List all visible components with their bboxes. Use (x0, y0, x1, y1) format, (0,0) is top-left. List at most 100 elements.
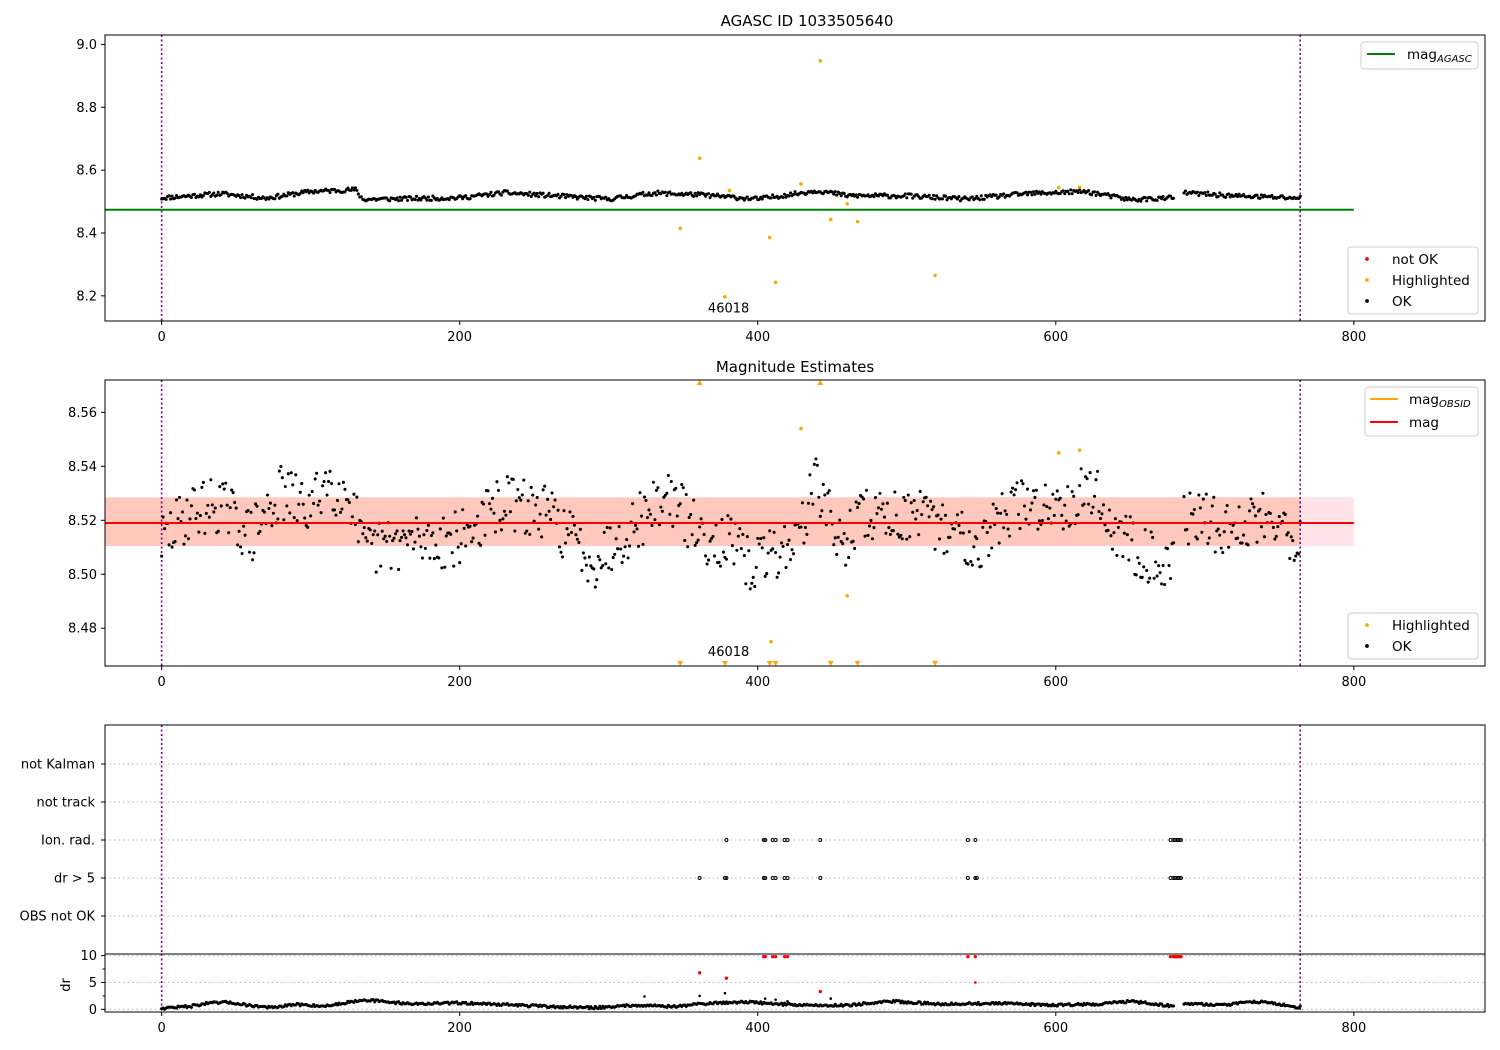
ok-point (911, 510, 915, 514)
ok-point (1225, 503, 1229, 508)
ok-point (1014, 488, 1018, 492)
ok-point (484, 192, 489, 196)
highlighted-point (769, 639, 773, 644)
ok-point (707, 558, 711, 562)
ok-point (400, 535, 404, 539)
ok-point (568, 510, 572, 514)
ok-point (291, 191, 295, 195)
ok-point (285, 504, 289, 508)
ok-point (347, 501, 351, 505)
ok-point (298, 192, 302, 196)
ok-point (546, 194, 550, 198)
ok-point (408, 195, 413, 199)
ok-point (876, 506, 881, 510)
ok-point (788, 557, 793, 562)
ok-point (413, 197, 417, 202)
ok-point (1058, 496, 1062, 500)
ok-point (626, 556, 630, 560)
ok-point (280, 476, 284, 480)
ok-point (929, 499, 933, 503)
legend-marker (1365, 644, 1369, 648)
ok-point (1197, 493, 1201, 497)
ok-point (1078, 484, 1082, 488)
ok-point (239, 545, 243, 549)
ok-point (337, 482, 341, 486)
ok-point (592, 1007, 596, 1011)
ok-point (1069, 188, 1073, 192)
ok-point (783, 525, 787, 529)
ok-point (556, 192, 560, 196)
ok-point (183, 534, 188, 538)
y-tick-label: 5 (89, 976, 97, 991)
ok-point (720, 517, 724, 521)
ok-point (1130, 538, 1134, 542)
ok-point (708, 539, 712, 543)
ok-point (431, 531, 435, 535)
ok-point (1230, 530, 1234, 534)
ok-point (352, 492, 356, 496)
ok-point (513, 529, 517, 533)
ok-point (955, 513, 959, 517)
ok-point (1204, 193, 1208, 198)
ok-point (1274, 534, 1278, 538)
ok-point (297, 502, 301, 506)
ok-point (1213, 192, 1217, 196)
ok-point (324, 471, 328, 475)
ok-point (915, 508, 919, 513)
ok-point (350, 186, 354, 190)
ok-point (1216, 194, 1220, 199)
ok-point (215, 193, 219, 197)
ok-point (774, 550, 778, 555)
ok-point (669, 479, 673, 484)
ok-point (835, 193, 839, 197)
ok-point (1200, 530, 1204, 534)
ok-point (279, 464, 283, 468)
ok-point (514, 499, 518, 503)
ok-point (441, 516, 445, 520)
ok-point (808, 473, 812, 477)
ok-point (499, 193, 503, 197)
ok-point (781, 195, 785, 200)
ok-point (948, 535, 952, 539)
ok-point (982, 197, 986, 201)
highlighted-point (933, 273, 937, 278)
mag-error-band (105, 497, 1354, 546)
ok-point (195, 511, 199, 515)
legend-label-main: mag (1409, 415, 1439, 431)
ok-point (665, 491, 669, 495)
ok-point (1094, 193, 1098, 197)
ok-point (236, 543, 240, 547)
legend-marker (1365, 299, 1369, 303)
ok-point (276, 192, 280, 196)
ok-point (1024, 517, 1028, 521)
not-ok-point (966, 954, 970, 959)
ok-point (975, 537, 979, 541)
ok-point (668, 190, 672, 194)
ok-point (648, 512, 652, 516)
ok-point (692, 194, 696, 198)
ok-point (939, 517, 943, 521)
ok-point (253, 502, 258, 506)
ok-point (174, 193, 179, 198)
ok-point (1137, 561, 1141, 565)
ok-point (726, 514, 730, 518)
ok-point (209, 478, 213, 482)
ok-point (1127, 558, 1131, 562)
ok-point (872, 195, 876, 199)
ok-point (525, 529, 529, 533)
highlighted-clipped-down-marker (932, 661, 939, 666)
ok-point (276, 517, 280, 521)
ok-point (997, 541, 1001, 545)
ok-point (417, 534, 421, 538)
ok-point (641, 542, 645, 546)
ok-point (563, 196, 568, 200)
ok-point (562, 509, 566, 513)
ok-point (413, 540, 417, 544)
flag-point (1177, 838, 1182, 842)
ok-point (1025, 193, 1030, 197)
ok-point (1030, 501, 1034, 505)
flag-point (761, 838, 766, 842)
ok-point (294, 473, 298, 477)
ok-point (382, 537, 386, 541)
ok-point (1242, 533, 1246, 537)
